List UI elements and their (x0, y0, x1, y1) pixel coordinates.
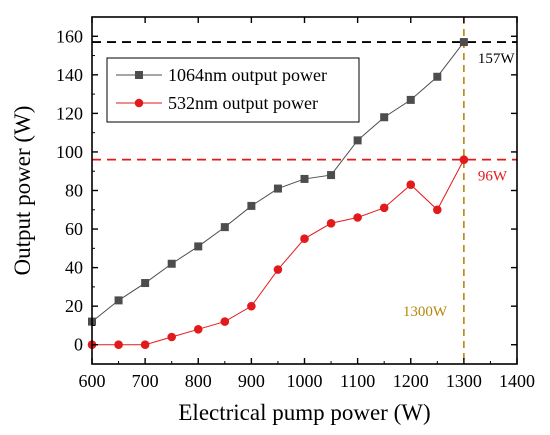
reference-label: 96W (478, 169, 508, 185)
x-tick-label: 1300 (446, 371, 482, 391)
y-tick-label: 20 (65, 296, 83, 316)
legend-marker (135, 71, 143, 79)
series-2 (87, 155, 469, 350)
data-point (300, 234, 309, 243)
legend-marker (134, 98, 144, 108)
data-point (167, 259, 176, 268)
y-tick-label: 140 (56, 65, 83, 85)
data-point (114, 296, 123, 305)
data-point (273, 265, 283, 274)
data-point (167, 332, 176, 342)
y-tick-label: 120 (56, 103, 83, 123)
y-tick-label: 0 (74, 335, 83, 355)
data-point (220, 317, 230, 326)
legend-label: 1064nm output power (168, 65, 327, 85)
reference-lines (92, 17, 517, 364)
legend-box (106, 57, 360, 123)
data-point (114, 340, 123, 350)
axis-ticks: 600 700 800 900 1000 1100 1200 1300 1400 0 20 40 60 8… (56, 17, 535, 391)
data-point (220, 223, 229, 232)
data-point (459, 155, 469, 164)
data-point (141, 279, 150, 288)
x-tick-label: 700 (132, 371, 159, 391)
data-point (247, 201, 256, 210)
data-point (459, 38, 468, 47)
legend-label: 532nm output power (168, 93, 318, 113)
y-tick-label: 60 (65, 219, 83, 239)
data-point (406, 95, 415, 104)
y-tick-label: 100 (56, 142, 83, 162)
data-point (194, 242, 203, 251)
data-point (379, 203, 389, 213)
reference-label: 1300W (403, 304, 448, 320)
data-point (433, 205, 442, 215)
data-point (247, 301, 256, 311)
x-tick-label: 1000 (287, 371, 323, 391)
x-tick-label: 1200 (393, 371, 429, 391)
y-axis-label: Output power (W) (10, 106, 35, 276)
data-point (140, 340, 150, 350)
reference-label: 157W (478, 51, 516, 67)
data-point (433, 72, 442, 81)
y-tick-label: 40 (65, 258, 83, 278)
data-point (327, 171, 336, 180)
data-point (193, 325, 203, 334)
data-point (273, 184, 282, 193)
data-point (353, 136, 362, 145)
annotations: 157W 96W 1300W (403, 51, 516, 320)
data-point (300, 174, 309, 183)
x-tick-label: 900 (238, 371, 265, 391)
data-point (326, 218, 336, 228)
x-tick-label: 1100 (340, 371, 375, 391)
data-point (380, 113, 389, 122)
x-tick-label: 1400 (499, 371, 535, 391)
data-point (353, 213, 362, 222)
series-layer (87, 38, 469, 350)
y-tick-label: 160 (56, 26, 83, 46)
x-tick-label: 600 (79, 371, 106, 391)
x-axis-label: Electrical pump power (W) (178, 400, 430, 425)
y-tick-label: 80 (65, 181, 83, 201)
x-tick-label: 800 (185, 371, 212, 391)
data-point (406, 180, 416, 190)
legend: 1064nm output power 532nm output power (106, 57, 360, 123)
